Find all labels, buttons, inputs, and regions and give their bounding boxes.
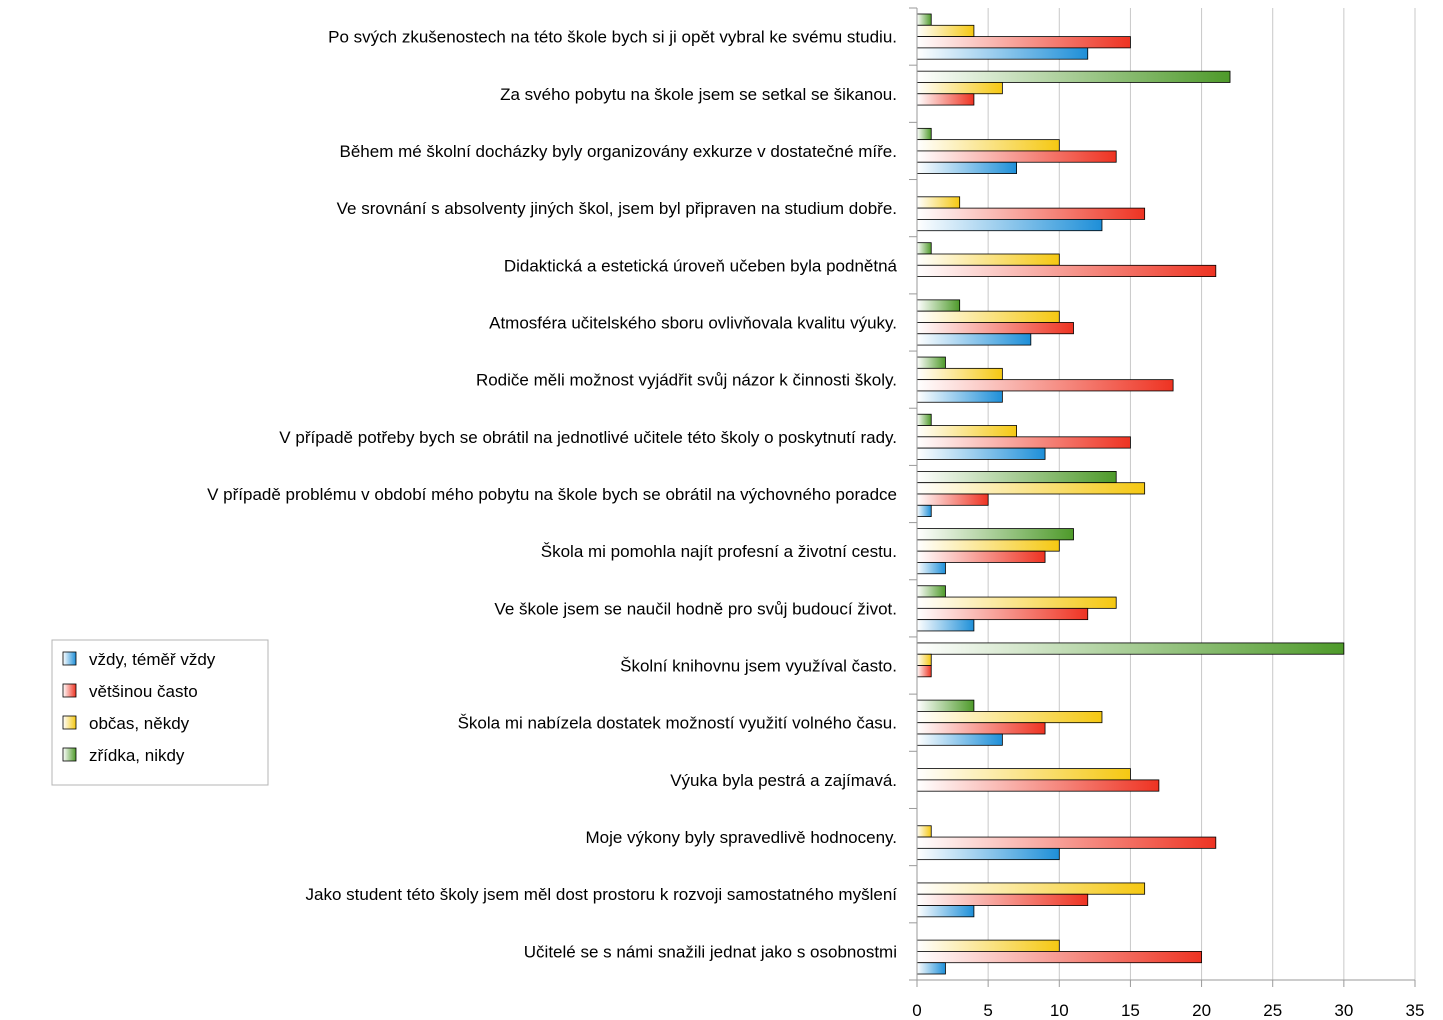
bar-rarely [916, 356, 946, 369]
bar-always [916, 619, 975, 632]
category-label: Učitelé se s námi snažili jednat jako s … [524, 942, 897, 961]
x-tick-label: 20 [1192, 1001, 1211, 1020]
legend-swatch [62, 683, 77, 698]
category-label: Během mé školní docházky byly organizová… [340, 142, 898, 161]
bar-sometimes [916, 539, 1060, 552]
category-label: V případě potřeby bych se obrátil na jed… [279, 428, 897, 447]
bar-mostly [916, 836, 1217, 849]
legend-swatch [62, 747, 77, 762]
category-label: Jako student této školy jsem měl dost pr… [306, 885, 898, 904]
bars [916, 13, 1345, 975]
bar-sometimes [916, 196, 961, 209]
x-tick-label: 25 [1263, 1001, 1282, 1020]
bar-rarely [916, 699, 975, 712]
bar-always [916, 333, 1032, 346]
bar-rarely [916, 528, 1074, 541]
bar-rarely [916, 70, 1231, 83]
bar-sometimes [916, 82, 1003, 95]
bar-rarely [916, 642, 1345, 655]
bar-sometimes [916, 310, 1060, 323]
bar-sometimes [916, 653, 932, 666]
bar-always [916, 962, 946, 975]
bar-mostly [916, 207, 1146, 220]
bar-always [916, 161, 1017, 174]
bar-mostly [916, 722, 1046, 735]
bar-rarely [916, 585, 946, 598]
bar-sometimes [916, 24, 975, 37]
bar-mostly [916, 436, 1131, 449]
category-label: Škola mi pomohla najít profesní a životn… [541, 542, 897, 561]
bar-sometimes [916, 253, 1060, 266]
bar-rarely [916, 127, 932, 141]
legend-swatch [62, 651, 77, 666]
legend-swatch [62, 715, 77, 730]
bar-rarely [916, 413, 932, 426]
bar-mostly [916, 607, 1089, 621]
bar-mostly [916, 779, 1160, 792]
bar-sometimes [916, 768, 1131, 781]
bar-mostly [916, 493, 989, 506]
legend-label: většinou často [89, 682, 198, 701]
category-labels: Po svých zkušenostech na této škole bych… [207, 28, 897, 962]
bar-sometimes [916, 825, 932, 838]
bar-always [916, 562, 946, 575]
category-label: Školní knihovnu jsem využíval často. [620, 657, 897, 676]
bar-rarely [916, 299, 961, 312]
category-label: Atmosféra učitelského sboru ovlivňovala … [489, 313, 897, 332]
x-tick-label: 30 [1334, 1001, 1353, 1020]
bar-mostly [916, 893, 1089, 906]
category-label: V případě problému v období mého pobytu … [207, 485, 897, 504]
bar-mostly [916, 322, 1074, 335]
bar-always [916, 504, 932, 517]
category-label: Ve škole jsem se naučil hodně pro svůj b… [494, 599, 897, 618]
bar-mostly [916, 665, 932, 678]
bar-rarely [916, 470, 1117, 484]
legend-label: občas, někdy [89, 714, 190, 733]
bar-sometimes [916, 425, 1017, 438]
bar-rarely [916, 13, 932, 26]
x-tick-label: 10 [1050, 1001, 1069, 1020]
category-label: Výuka byla pestrá a zajímavá. [670, 771, 897, 790]
x-tick-label: 15 [1121, 1001, 1140, 1020]
axes [909, 7, 1416, 987]
category-label: Rodiče měli možnost vyjádřit svůj názor … [476, 371, 897, 390]
category-label: Didaktická a estetická úroveň učeben byl… [504, 256, 898, 275]
bar-always [916, 219, 1103, 232]
x-tick-labels: 0 5 10 15 20 25 30 35 [912, 1001, 1424, 1020]
category-label: Ve srovnání s absolventy jiných škol, js… [337, 199, 897, 218]
bar-sometimes [916, 482, 1146, 495]
category-label: Po svých zkušenostech na této škole bych… [328, 28, 897, 47]
bar-mostly [916, 93, 975, 106]
bar-sometimes [916, 596, 1117, 609]
bar-always [916, 390, 1003, 403]
bar-mostly [916, 550, 1046, 563]
bar-rarely [916, 242, 932, 255]
bar-always [916, 447, 1046, 460]
legend-box [51, 639, 269, 786]
legend-label: zřídka, nikdy [89, 746, 185, 765]
x-tick-label: 0 [912, 1001, 921, 1020]
bar-sometimes [916, 882, 1146, 895]
x-tick-label: 35 [1406, 1001, 1425, 1020]
legend-label: vždy, téměř vždy [89, 650, 216, 669]
bar-mostly [916, 150, 1117, 163]
category-label: Za svého pobytu na škole jsem se setkal … [500, 85, 897, 104]
bar-sometimes [916, 711, 1103, 724]
legend: vždy, téměř vždy většinou často občas, něk… [51, 639, 269, 786]
bar-sometimes [916, 367, 1003, 381]
x-tick-label: 5 [983, 1001, 992, 1020]
bar-sometimes [916, 939, 1060, 952]
bar-mostly [916, 379, 1174, 392]
bar-mostly [916, 951, 1202, 964]
bar-mostly [916, 36, 1131, 49]
bar-sometimes [916, 139, 1060, 152]
category-label: Škola mi nabízela dostatek možností využ… [458, 714, 897, 733]
bar-always [916, 905, 975, 918]
bar-always [916, 47, 1089, 60]
bar-always [916, 733, 1003, 746]
bar-mostly [916, 264, 1217, 277]
bar-always [916, 847, 1060, 861]
category-label: Moje výkony byly spravedlivě hodnoceny. [585, 828, 897, 847]
